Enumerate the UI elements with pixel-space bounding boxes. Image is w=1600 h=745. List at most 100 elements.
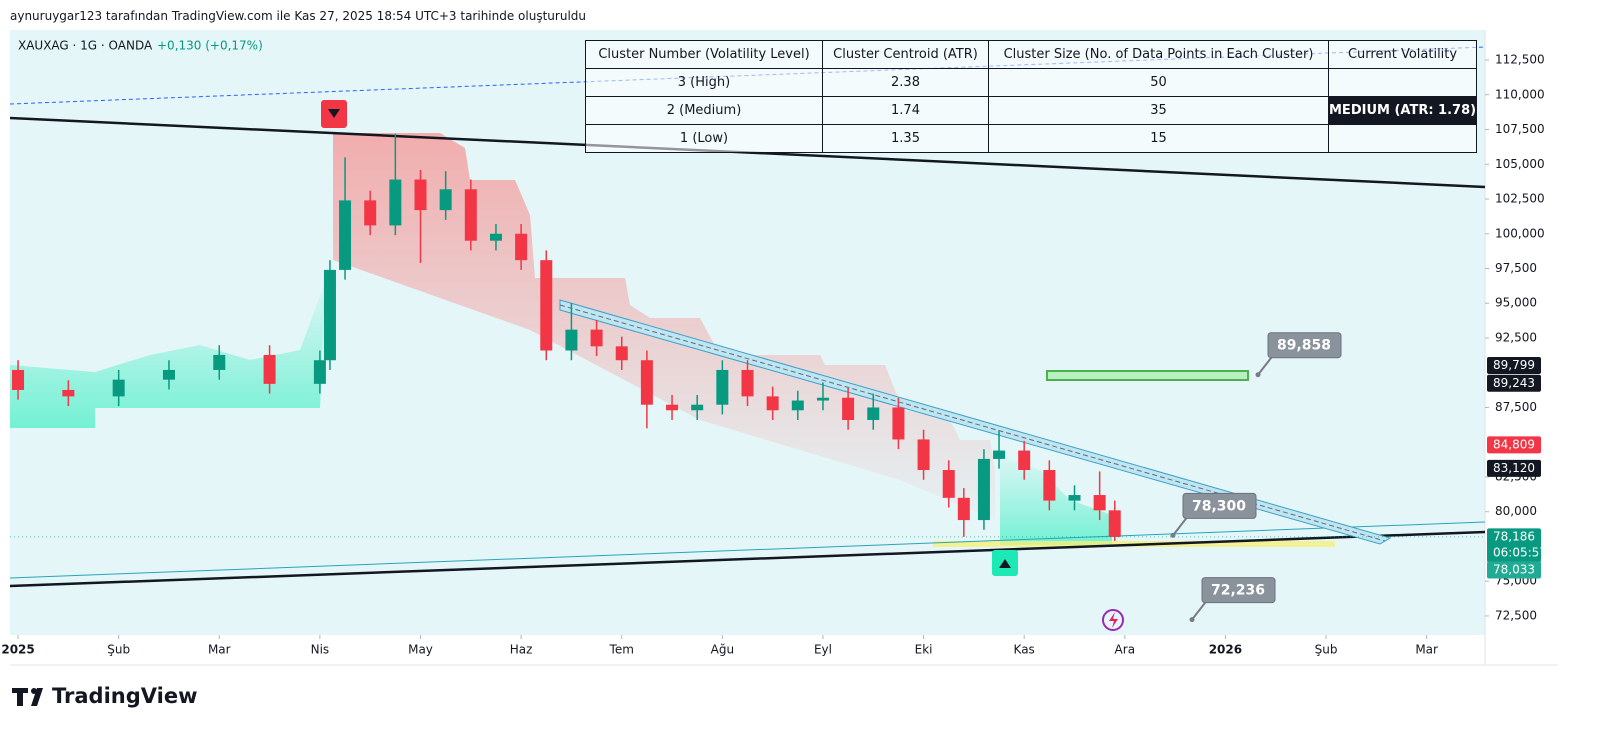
table-header: Cluster Number (Volatility Level) [585, 40, 823, 69]
table-cell: 15 [988, 124, 1329, 153]
x-tick-label: Şub [107, 643, 130, 657]
y-tick-label: 92,500 [1495, 330, 1537, 344]
candle-body [977, 458, 990, 521]
table-header: Cluster Centroid (ATR) [822, 40, 989, 69]
table-cell: 1 (Low) [585, 124, 823, 153]
x-tick-label: Eyl [814, 643, 832, 657]
alert-icon[interactable] [1102, 609, 1124, 631]
table-cell: 2 (Medium) [585, 96, 823, 125]
symbol: XAUXAG · 1G · OANDA [18, 39, 153, 53]
callout-point [1170, 532, 1176, 538]
callout-pointer [1172, 516, 1188, 536]
candle-body [942, 470, 955, 498]
x-tick-label: Ağu [711, 643, 734, 657]
price-tag-label: 83,120 [1493, 461, 1535, 475]
table-header: Current Volatility [1327, 40, 1478, 69]
candle-body [993, 450, 1006, 459]
candle-body [313, 360, 326, 384]
target-box [1046, 370, 1249, 381]
candle-body [691, 404, 704, 411]
logo [12, 688, 43, 706]
table-cell: 1.74 [822, 96, 989, 125]
candle-body [666, 404, 679, 411]
logo-mark [31, 688, 37, 694]
x-tick-label: Haz [510, 643, 533, 657]
attribution: aynuruygar123 tarafından TradingView.com… [10, 9, 586, 23]
candle-body [1043, 470, 1056, 501]
candle-body [957, 497, 970, 521]
price-tag-label: 89,243 [1493, 376, 1535, 390]
x-tick-label: Mar [1415, 643, 1438, 657]
candle-body [816, 397, 829, 401]
price-tag [1487, 459, 1541, 477]
price-tag [1487, 436, 1541, 454]
trend-fill [1000, 455, 1112, 545]
table-header: Cluster Size (No. of Data Points in Each… [988, 40, 1329, 69]
callout-label: 78,300 [1192, 498, 1246, 514]
candle-body [439, 189, 452, 211]
candle-body [791, 400, 804, 411]
x-tick-label: Nis [311, 643, 330, 657]
y-tick-label: 72,500 [1495, 608, 1537, 622]
trend-line [9, 521, 1486, 579]
alert-icon [1109, 612, 1118, 628]
candle-body [615, 346, 628, 361]
candle-body [867, 407, 880, 420]
x-tick-label: Mar [208, 643, 231, 657]
y-tick-label: 80,000 [1495, 504, 1537, 518]
sell-marker-icon [328, 109, 340, 118]
table-cell: 3 (High) [585, 68, 823, 97]
candle-body [565, 329, 578, 351]
price-tag [1487, 357, 1541, 375]
change: +0,130 (+0,17%) [157, 39, 263, 53]
table-cell: 50 [988, 68, 1329, 97]
candle-body [766, 396, 779, 411]
candle-body [12, 369, 25, 390]
y-tick-label: 87,500 [1495, 400, 1537, 414]
buy-marker-icon [999, 559, 1011, 568]
candle-body [917, 439, 930, 471]
y-tick-label: 105,000 [1495, 157, 1545, 171]
candle-body [62, 389, 75, 397]
table-cell [1327, 68, 1478, 97]
countdown: 06:05:57 [1493, 545, 1547, 559]
callout-point [1189, 617, 1195, 623]
price-tag-label: 84,809 [1493, 437, 1535, 451]
callout-box [1267, 332, 1342, 359]
y-tick-label: 97,500 [1495, 261, 1537, 275]
cluster-table: Cluster Number (Volatility Level) Cluste… [585, 40, 1478, 153]
x-tick-label: 2026 [1209, 643, 1242, 657]
candle-body [489, 233, 502, 241]
candle-body [162, 369, 175, 380]
logo-mark [12, 688, 43, 706]
price-tag-label: 89,799 [1493, 358, 1535, 372]
x-tick-label: Eki [915, 643, 933, 657]
y-tick-label: 110,000 [1495, 87, 1545, 101]
candle-body [515, 233, 528, 261]
y-tick-label: 100,000 [1495, 226, 1545, 240]
x-tick-label: Tem [609, 643, 634, 657]
trend-line [9, 530, 1486, 588]
trend-fill [333, 133, 995, 520]
price-tag [1487, 374, 1541, 392]
price-tag-label: 78,033 [1493, 563, 1535, 577]
callout-point [1255, 372, 1261, 378]
brand: TradingView [52, 684, 197, 708]
table-cell [1327, 124, 1478, 153]
callout-label: 72,236 [1211, 583, 1265, 599]
callout-pointer [1191, 601, 1207, 621]
x-tick-label: Kas [1014, 643, 1035, 657]
table-cell: 2.38 [822, 68, 989, 97]
x-tick-label: May [408, 643, 433, 657]
table-cell: 35 [988, 96, 1329, 125]
candle-body [1018, 450, 1031, 471]
trend-fill [10, 282, 325, 428]
candle-body [414, 179, 427, 211]
callout-label: 89,858 [1277, 338, 1331, 354]
y-tick-label: 102,500 [1495, 192, 1545, 206]
callout-pointer [1257, 356, 1273, 376]
candle-body [1108, 510, 1121, 537]
candle-body [716, 369, 729, 405]
x-tick-label: Şub [1315, 643, 1338, 657]
